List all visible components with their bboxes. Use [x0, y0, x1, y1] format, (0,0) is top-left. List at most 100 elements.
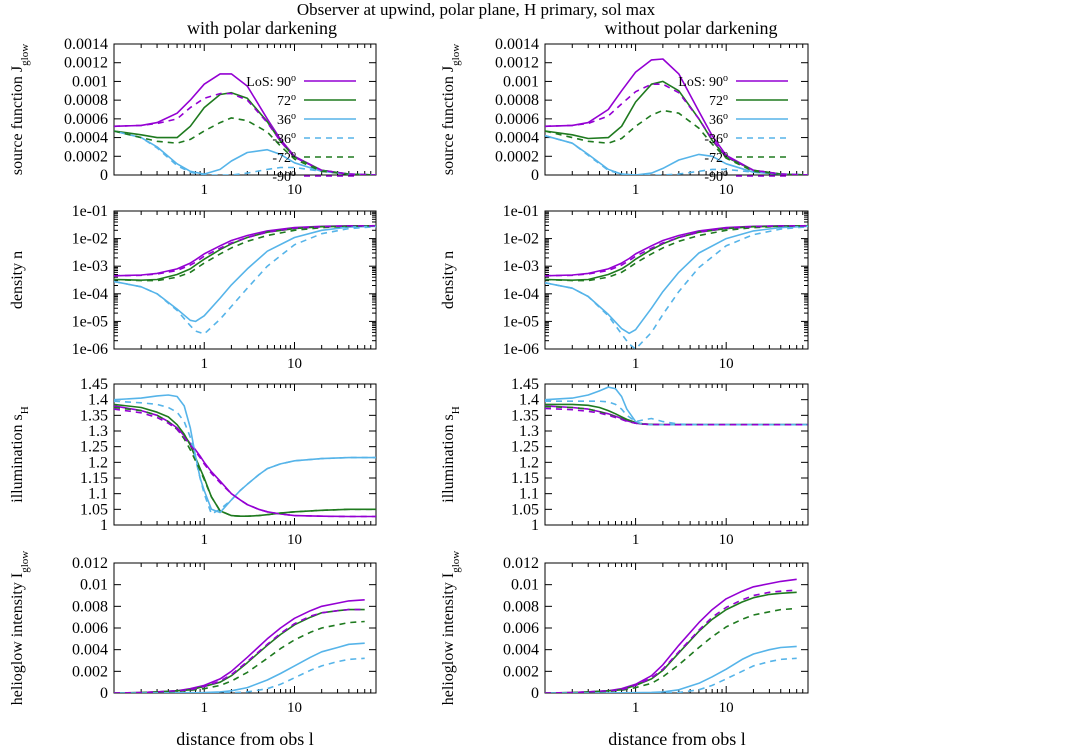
- x-tick-label: 10: [719, 532, 734, 548]
- y-tick-label: 0.0014: [495, 36, 539, 53]
- y-tick-label: 1.05: [511, 501, 539, 518]
- y-tick-label: 1e-05: [503, 313, 539, 330]
- y-tick-label: 1e-03: [503, 258, 539, 275]
- y-tick-label: 0.004: [72, 642, 108, 659]
- series-line-minus-36: [114, 400, 376, 515]
- y-tick-label: 1e-02: [503, 231, 539, 248]
- y-tick-label: 1e-01: [72, 203, 108, 220]
- y-tick-label: 0: [100, 167, 108, 184]
- x-tick-label: 1: [632, 182, 640, 198]
- y-tick-label: 0.01: [80, 577, 108, 594]
- legend-label: LoS: 90o: [678, 73, 728, 91]
- series-line-72: [114, 91, 376, 175]
- series-line-36: [114, 642, 365, 693]
- y-tick-label: 1.05: [80, 501, 108, 518]
- series-line-72: [545, 591, 797, 693]
- series-line-minus-72: [114, 406, 376, 518]
- series-line-90: [545, 58, 808, 175]
- y-tick-label: 0.008: [503, 598, 539, 615]
- y-tick-label: 1.1: [88, 486, 108, 503]
- series-line-72: [114, 225, 376, 282]
- y-tick-label: 1.1: [519, 486, 539, 503]
- y-tick-label: 0.006: [72, 620, 108, 637]
- y-tick-label: 1.15: [511, 470, 539, 487]
- series-line-90: [114, 599, 365, 693]
- y-tick-label: 1.15: [80, 470, 108, 487]
- panel-3-1: 1 10 0 0.002 0.004 0.006 0.008 0.01 0.012 heliogl…: [440, 551, 809, 716]
- series-line-minus-72: [545, 607, 797, 693]
- legend-label: -36o: [272, 130, 296, 148]
- series-line-72: [114, 608, 365, 693]
- y-tick-label: 0: [100, 685, 108, 702]
- y-axis-label: helioglow intensity Iglow: [440, 551, 462, 705]
- legend-label: 36o: [277, 111, 296, 129]
- y-tick-label: 0.0006: [64, 111, 108, 128]
- y-tick-label: 0.012: [503, 555, 539, 572]
- series-line-minus-90: [545, 225, 808, 277]
- y-tick-label: 1e-06: [503, 341, 539, 358]
- x-tick-label: 1: [200, 182, 208, 198]
- y-tick-label: 0.0008: [64, 92, 108, 109]
- series-line-minus-72: [545, 225, 808, 282]
- series-line-minus-90: [114, 408, 376, 518]
- plot-frame: [544, 43, 809, 176]
- y-tick-label: 1.2: [519, 454, 539, 471]
- y-tick-label: 0.0008: [495, 92, 539, 109]
- series-line-36: [114, 130, 376, 175]
- y-tick-label: 1.2: [88, 454, 108, 471]
- y-tick-label: 0.008: [72, 598, 108, 615]
- column-title-left: with polar darkening: [187, 18, 337, 38]
- y-axis-label: source function Jglow: [9, 44, 31, 175]
- y-tick-label: 1: [100, 517, 108, 534]
- x-tick-label: 10: [719, 356, 734, 372]
- series-line-minus-90: [114, 92, 376, 175]
- x-axis-label-left: distance from obs l: [176, 729, 313, 749]
- y-tick-label: 0.0014: [64, 36, 108, 53]
- y-tick-label: 1e-06: [72, 341, 108, 358]
- x-tick-label: 1: [632, 356, 640, 372]
- y-tick-label: 0.0012: [495, 55, 539, 72]
- legend-label: -72o: [704, 149, 728, 167]
- series-line-minus-36: [545, 400, 808, 426]
- y-tick-label: 1.35: [511, 407, 539, 424]
- x-tick-label: 10: [287, 356, 302, 372]
- series-line-minus-36: [114, 225, 376, 335]
- series-line-36: [545, 134, 808, 175]
- x-tick-label: 10: [287, 532, 302, 548]
- y-tick-label: 1e-04: [72, 286, 108, 303]
- y-tick-label: 0.006: [503, 620, 539, 637]
- plot-frame: [113, 383, 377, 526]
- series-line-minus-36: [545, 225, 808, 349]
- legend-label: -72o: [272, 149, 296, 167]
- x-tick-label: 1: [200, 532, 208, 548]
- series-line-minus-36: [114, 657, 365, 693]
- series-group: [114, 394, 376, 518]
- legend-label: LoS: 90o: [246, 73, 296, 91]
- y-axis-label: helioglow intensity Iglow: [9, 551, 31, 705]
- panel-2-1: 1 1011.051.11.151.21.251.31.351.41.45illu…: [440, 376, 809, 548]
- x-tick-label: 1: [200, 356, 208, 372]
- y-tick-label: 0.0002: [495, 148, 539, 165]
- legend-label: 72o: [709, 92, 728, 110]
- y-tick-label: 0.0004: [64, 130, 108, 147]
- y-tick-label: 1.45: [511, 376, 539, 393]
- series-group: [545, 58, 808, 175]
- y-tick-label: 0.001: [503, 73, 539, 90]
- panel-1-0: 1 10 1e-06 1e-05 1e-04 1e-03 1e-02 1e-01 density…: [9, 203, 377, 372]
- y-tick-label: 0.0006: [495, 111, 539, 128]
- y-tick-label: 1.25: [511, 439, 539, 456]
- y-tick-label: 0.0012: [64, 55, 108, 72]
- panel-1-1: 1 10 1e-06 1e-05 1e-04 1e-03 1e-02 1e-01 density…: [440, 203, 809, 372]
- y-tick-label: 0.01: [511, 577, 539, 594]
- y-axis-label: illumination sH: [440, 406, 462, 502]
- y-tick-label: 1.3: [88, 423, 108, 440]
- series-line-minus-72: [545, 109, 808, 175]
- x-tick-label: 10: [287, 700, 302, 716]
- y-axis-label: density n: [440, 251, 457, 309]
- y-tick-label: 0.001: [72, 73, 108, 90]
- x-tick-label: 10: [719, 182, 734, 198]
